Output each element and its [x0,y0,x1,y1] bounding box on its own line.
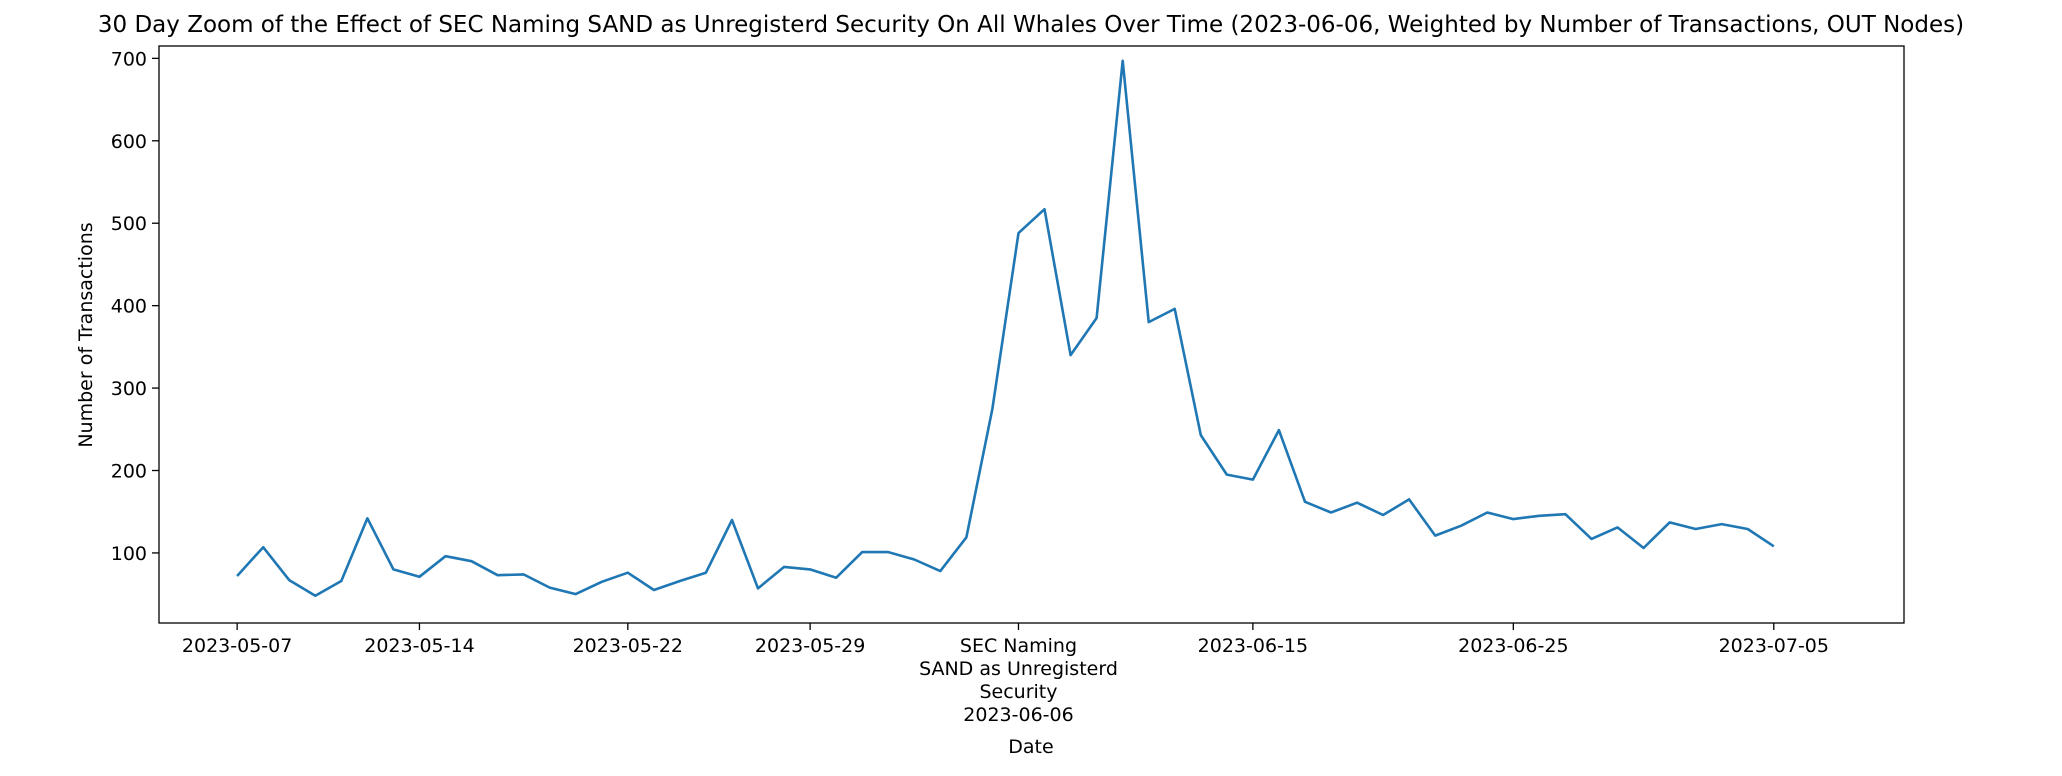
y-axis: 100 200 300 400 500 600 700 [111,48,159,565]
x-tick-label: 2023-06-15 [1198,635,1308,657]
x-tick-label: 2023-05-14 [364,635,474,657]
x-axis: 2023-05-07 2023-05-14 2023-05-22 2023-05-29… [182,623,1829,726]
x-tick-label: 2023-07-05 [1719,635,1829,657]
y-tick-label: 700 [111,48,147,70]
x-axis-label: Date [1008,736,1053,758]
series-line [237,61,1774,596]
x-tick-label: 2023-05-29 [755,635,865,657]
x-tick-label: 2023-06-25 [1458,635,1568,657]
chart-title: 30 Day Zoom of the Effect of SEC Naming … [98,12,1964,38]
x-tick-label: 2023-05-22 [573,635,683,657]
y-tick-label: 100 [111,543,147,565]
y-tick-label: 200 [111,461,147,483]
x-tick-label: 2023-05-07 [182,635,292,657]
y-tick-label: 600 [111,131,147,153]
y-axis-label: Number of Transactions [75,222,97,447]
y-tick-label: 500 [111,213,147,235]
y-tick-label: 400 [111,296,147,318]
plot-frame [159,46,1904,623]
y-tick-label: 300 [111,378,147,400]
